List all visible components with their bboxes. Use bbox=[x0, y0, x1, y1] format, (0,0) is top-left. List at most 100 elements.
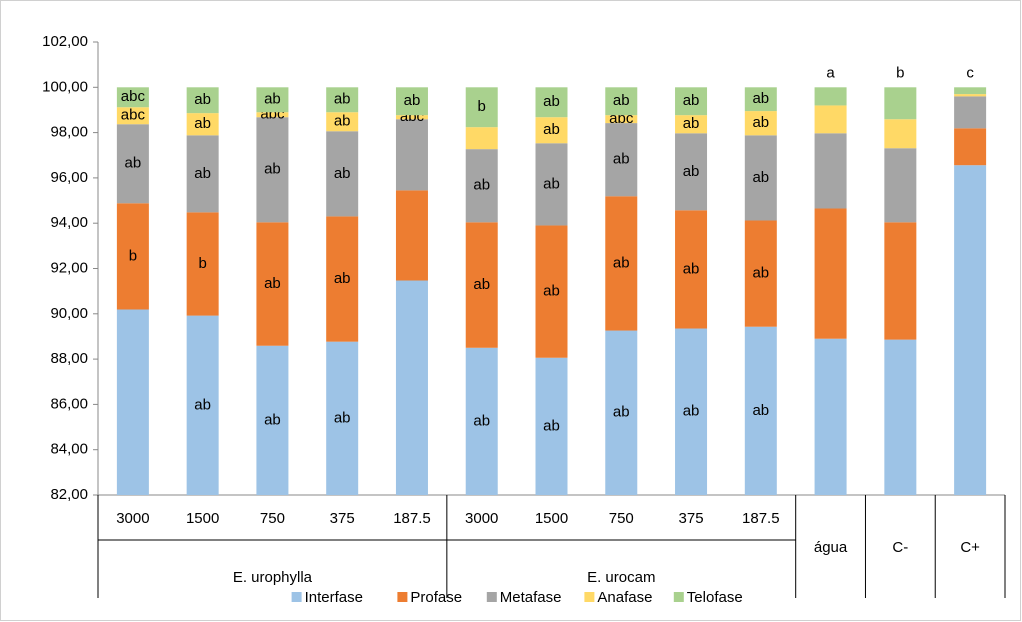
legend-swatch bbox=[291, 592, 302, 602]
legend-label: Telofase bbox=[687, 589, 743, 606]
bar-segment bbox=[186, 135, 219, 213]
top-label: b bbox=[896, 64, 904, 81]
segment-label: ab bbox=[194, 91, 211, 108]
segment-label: ab bbox=[473, 276, 490, 293]
bar-segment bbox=[535, 225, 568, 358]
bar-segment bbox=[116, 124, 149, 204]
segment-label: ab bbox=[334, 165, 351, 182]
bar-segment bbox=[326, 112, 359, 132]
segment-label: ab bbox=[752, 402, 769, 419]
segment-label: ab bbox=[752, 90, 769, 107]
legend-swatch bbox=[673, 592, 684, 602]
y-tick-label: 82,00 bbox=[50, 486, 88, 503]
bar-segment bbox=[256, 345, 289, 495]
bar-segment bbox=[186, 87, 219, 114]
segment-label: ab bbox=[752, 114, 769, 131]
legend-label: Metafase bbox=[500, 589, 562, 606]
bar-segment bbox=[395, 190, 428, 281]
bar-segment bbox=[465, 87, 498, 128]
bar-segment bbox=[186, 113, 219, 136]
bar-segment bbox=[465, 347, 498, 495]
y-tick-label: 86,00 bbox=[50, 395, 88, 412]
bar-segment bbox=[675, 210, 708, 329]
bar-segment bbox=[605, 87, 638, 116]
bar-segment bbox=[814, 338, 847, 495]
bar-segment bbox=[465, 222, 498, 348]
bar-segment bbox=[186, 315, 219, 495]
bar-segment bbox=[326, 341, 359, 495]
segment-label: ab bbox=[194, 165, 211, 182]
bar-segment bbox=[256, 87, 289, 113]
x-tick-label: 375 bbox=[679, 510, 704, 527]
x-tick-label: 1500 bbox=[186, 510, 219, 527]
group-label: E. urophylla bbox=[233, 569, 313, 586]
segment-label: ab bbox=[613, 404, 630, 421]
bar-segment bbox=[326, 131, 359, 217]
x-tick-label: 187.5 bbox=[742, 510, 780, 527]
bar-segment bbox=[744, 87, 777, 112]
legend-label: Interfase bbox=[305, 589, 363, 606]
segment-label: ab bbox=[264, 275, 281, 292]
bar-segment bbox=[884, 87, 917, 120]
segment-label: ab bbox=[752, 265, 769, 282]
segment-label: ab bbox=[613, 151, 630, 168]
segment-label: ab bbox=[543, 417, 560, 434]
segment-label: ab bbox=[683, 403, 700, 420]
bar-segment bbox=[116, 309, 149, 495]
y-tick-label: 94,00 bbox=[50, 214, 88, 231]
segment-label: ab bbox=[613, 92, 630, 109]
y-tick-label: 88,00 bbox=[50, 350, 88, 367]
bar-segment bbox=[395, 280, 428, 495]
bar-segment bbox=[744, 326, 777, 495]
segment-label: ab bbox=[683, 115, 700, 132]
x-tick-label: 3000 bbox=[465, 510, 498, 527]
bar-segment bbox=[395, 115, 428, 120]
bar-segment bbox=[884, 148, 917, 223]
segment-label: abc bbox=[121, 107, 146, 124]
segment-label: ab bbox=[334, 270, 351, 287]
top-label: c bbox=[966, 64, 974, 81]
bar-segment bbox=[535, 357, 568, 495]
x-tick-label: 750 bbox=[260, 510, 285, 527]
x-tick-label: 1500 bbox=[535, 510, 568, 527]
bar-segment bbox=[605, 330, 638, 495]
segment-label: ab bbox=[473, 177, 490, 194]
legend-swatch bbox=[584, 592, 595, 602]
group-label: E. urocam bbox=[587, 569, 655, 586]
bar-segment bbox=[675, 87, 708, 116]
segment-label: ab bbox=[264, 91, 281, 108]
bar-segment bbox=[744, 111, 777, 136]
bar-segment bbox=[675, 328, 708, 495]
segment-label: ab bbox=[334, 113, 351, 130]
bar-segment bbox=[605, 115, 638, 124]
bar-segment bbox=[744, 220, 777, 327]
bar-segment bbox=[884, 119, 917, 149]
bar-segment bbox=[465, 149, 498, 223]
group-label: C- bbox=[892, 539, 908, 556]
y-tick-label: 96,00 bbox=[50, 169, 88, 186]
bar-segment bbox=[814, 105, 847, 134]
y-tick-label: 102,00 bbox=[42, 33, 88, 50]
bar-segment bbox=[814, 87, 847, 106]
bar-segment bbox=[395, 119, 428, 191]
bar-segment bbox=[535, 87, 568, 118]
y-tick-label: 98,00 bbox=[50, 124, 88, 141]
segment-label: abc bbox=[121, 88, 146, 105]
segment-label: ab bbox=[543, 121, 560, 138]
group-label: água bbox=[814, 539, 848, 556]
bar-segment bbox=[395, 87, 428, 116]
bar-segment bbox=[814, 133, 847, 209]
bar-segment bbox=[535, 117, 568, 144]
segment-label: ab bbox=[683, 163, 700, 180]
segment-label: ab bbox=[194, 115, 211, 132]
x-tick-label: 187.5 bbox=[393, 510, 431, 527]
x-tick-label: 750 bbox=[609, 510, 634, 527]
bar-segment bbox=[186, 212, 219, 316]
bar-segment bbox=[256, 222, 289, 346]
segment-label: ab bbox=[543, 283, 560, 300]
x-tick-label: 375 bbox=[330, 510, 355, 527]
segment-label: ab bbox=[473, 412, 490, 429]
bar-segment bbox=[116, 107, 149, 125]
